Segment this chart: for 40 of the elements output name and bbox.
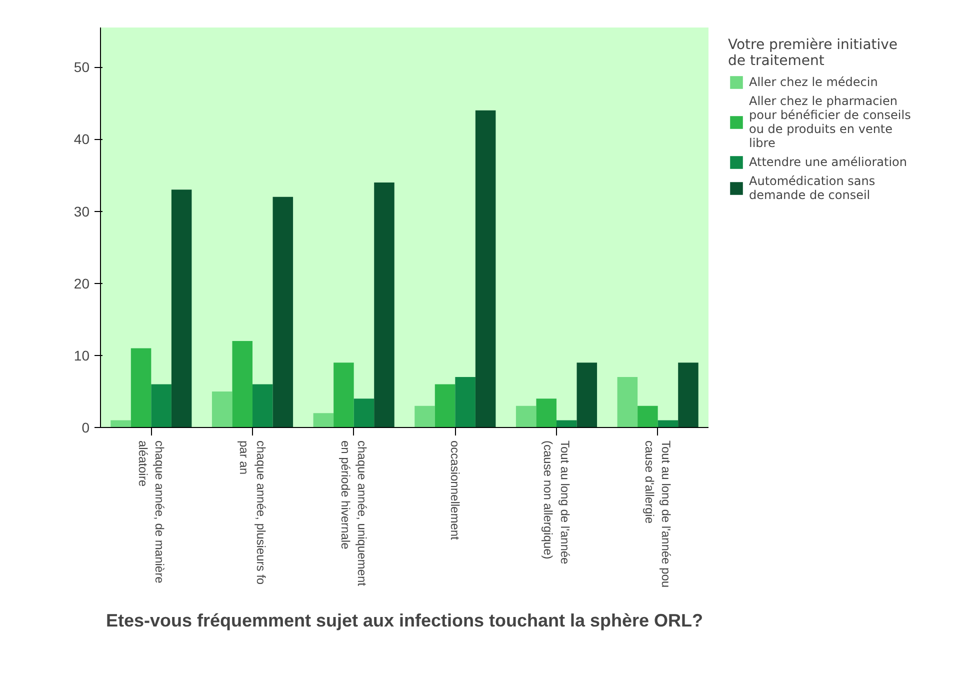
bar: [556, 420, 577, 428]
legend-label: Aller chez le médecin: [749, 75, 878, 89]
legend-label: Automédication sans demande de conseil: [749, 174, 876, 202]
bar: [536, 398, 556, 428]
y-tick-label: 50: [74, 59, 90, 76]
y-tick-label: 10: [74, 347, 90, 364]
bar: [212, 391, 232, 428]
bar: [414, 406, 435, 428]
x-axis-title: Etes-vous fréquemment sujet aux infections touchant la sphère ORL?: [106, 610, 704, 631]
x-tick-label: Tout au long de l'année pou cause d'allergie: [642, 440, 674, 588]
bar: [576, 362, 598, 428]
bar: [475, 110, 496, 428]
y-tick-label: 30: [74, 203, 90, 220]
y-tick-label: 0: [82, 420, 90, 436]
y-tick-label: 20: [74, 275, 90, 292]
bar: [313, 413, 334, 428]
bar: [434, 384, 456, 428]
bar: [252, 384, 273, 428]
y-tick-label: 40: [74, 131, 90, 148]
bar: [232, 341, 252, 428]
bar: [110, 420, 131, 428]
legend-label: Attendre une amélioration: [749, 155, 907, 169]
bar: [171, 190, 192, 428]
legend-title: Votre première initiative de traitement: [728, 37, 899, 69]
bar: [334, 362, 354, 428]
bar: [678, 362, 698, 428]
bar: [638, 406, 658, 428]
bar: [455, 377, 476, 428]
x-tick-label: chaque année, de manière aléatoire: [136, 440, 167, 584]
bar: [374, 182, 394, 428]
x-tick-label: Tout au long de l'année (cause non allergique): [541, 440, 572, 565]
bar: [151, 384, 172, 428]
bar: [617, 377, 638, 428]
x-tick-label: occasionnellement: [448, 440, 462, 541]
legend-label: Aller chez le pharmacien pour bénéficier de conseils ou de produits en vente libre: [749, 94, 911, 150]
bar: [354, 398, 374, 428]
x-tick-label: chaque année, plusieurs fo par an: [237, 440, 268, 585]
bar: [272, 196, 294, 428]
bar: [130, 348, 152, 428]
bar: [516, 406, 536, 428]
